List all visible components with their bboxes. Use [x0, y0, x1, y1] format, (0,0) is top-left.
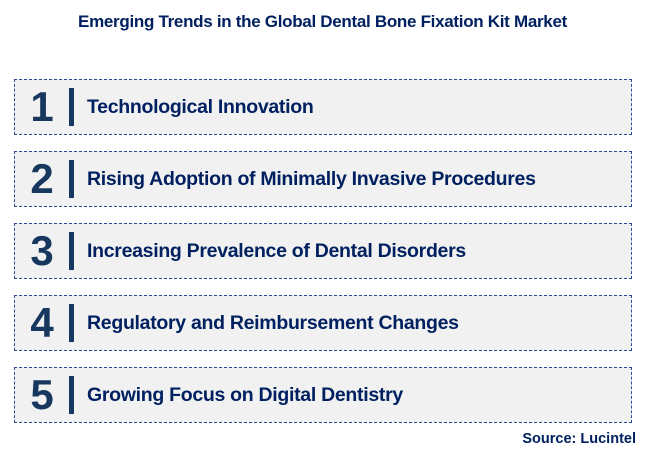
divider-bar	[69, 376, 74, 414]
trend-number: 4	[30, 299, 54, 346]
trend-item-5: 5 Growing Focus on Digital Dentistry	[14, 367, 632, 423]
trend-label: Increasing Prevalence of Dental Disorder…	[87, 239, 466, 262]
trend-number: 2	[30, 155, 54, 202]
source-credit: Source: Lucintel	[522, 431, 636, 447]
trend-item-3: 3 Increasing Prevalence of Dental Disord…	[14, 223, 632, 279]
trend-number: 5	[30, 371, 54, 418]
divider-bar	[69, 232, 74, 270]
page-title: Emerging Trends in the Global Dental Bon…	[78, 12, 567, 31]
trend-list: 1 Technological Innovation 2 Rising Adop…	[14, 79, 632, 423]
divider-bar	[69, 304, 74, 342]
trend-label: Growing Focus on Digital Dentistry	[87, 383, 403, 406]
divider-bar	[69, 160, 74, 198]
trend-label: Regulatory and Reimbursement Changes	[87, 311, 459, 334]
divider-bar	[69, 88, 74, 126]
trend-number: 3	[30, 227, 54, 274]
trend-label: Rising Adoption of Minimally Invasive Pr…	[87, 167, 536, 190]
trend-item-1: 1 Technological Innovation	[14, 79, 632, 135]
trend-number: 1	[30, 83, 54, 130]
trend-label: Technological Innovation	[87, 95, 314, 118]
trend-item-4: 4 Regulatory and Reimbursement Changes	[14, 295, 632, 351]
trend-item-2: 2 Rising Adoption of Minimally Invasive …	[14, 151, 632, 207]
